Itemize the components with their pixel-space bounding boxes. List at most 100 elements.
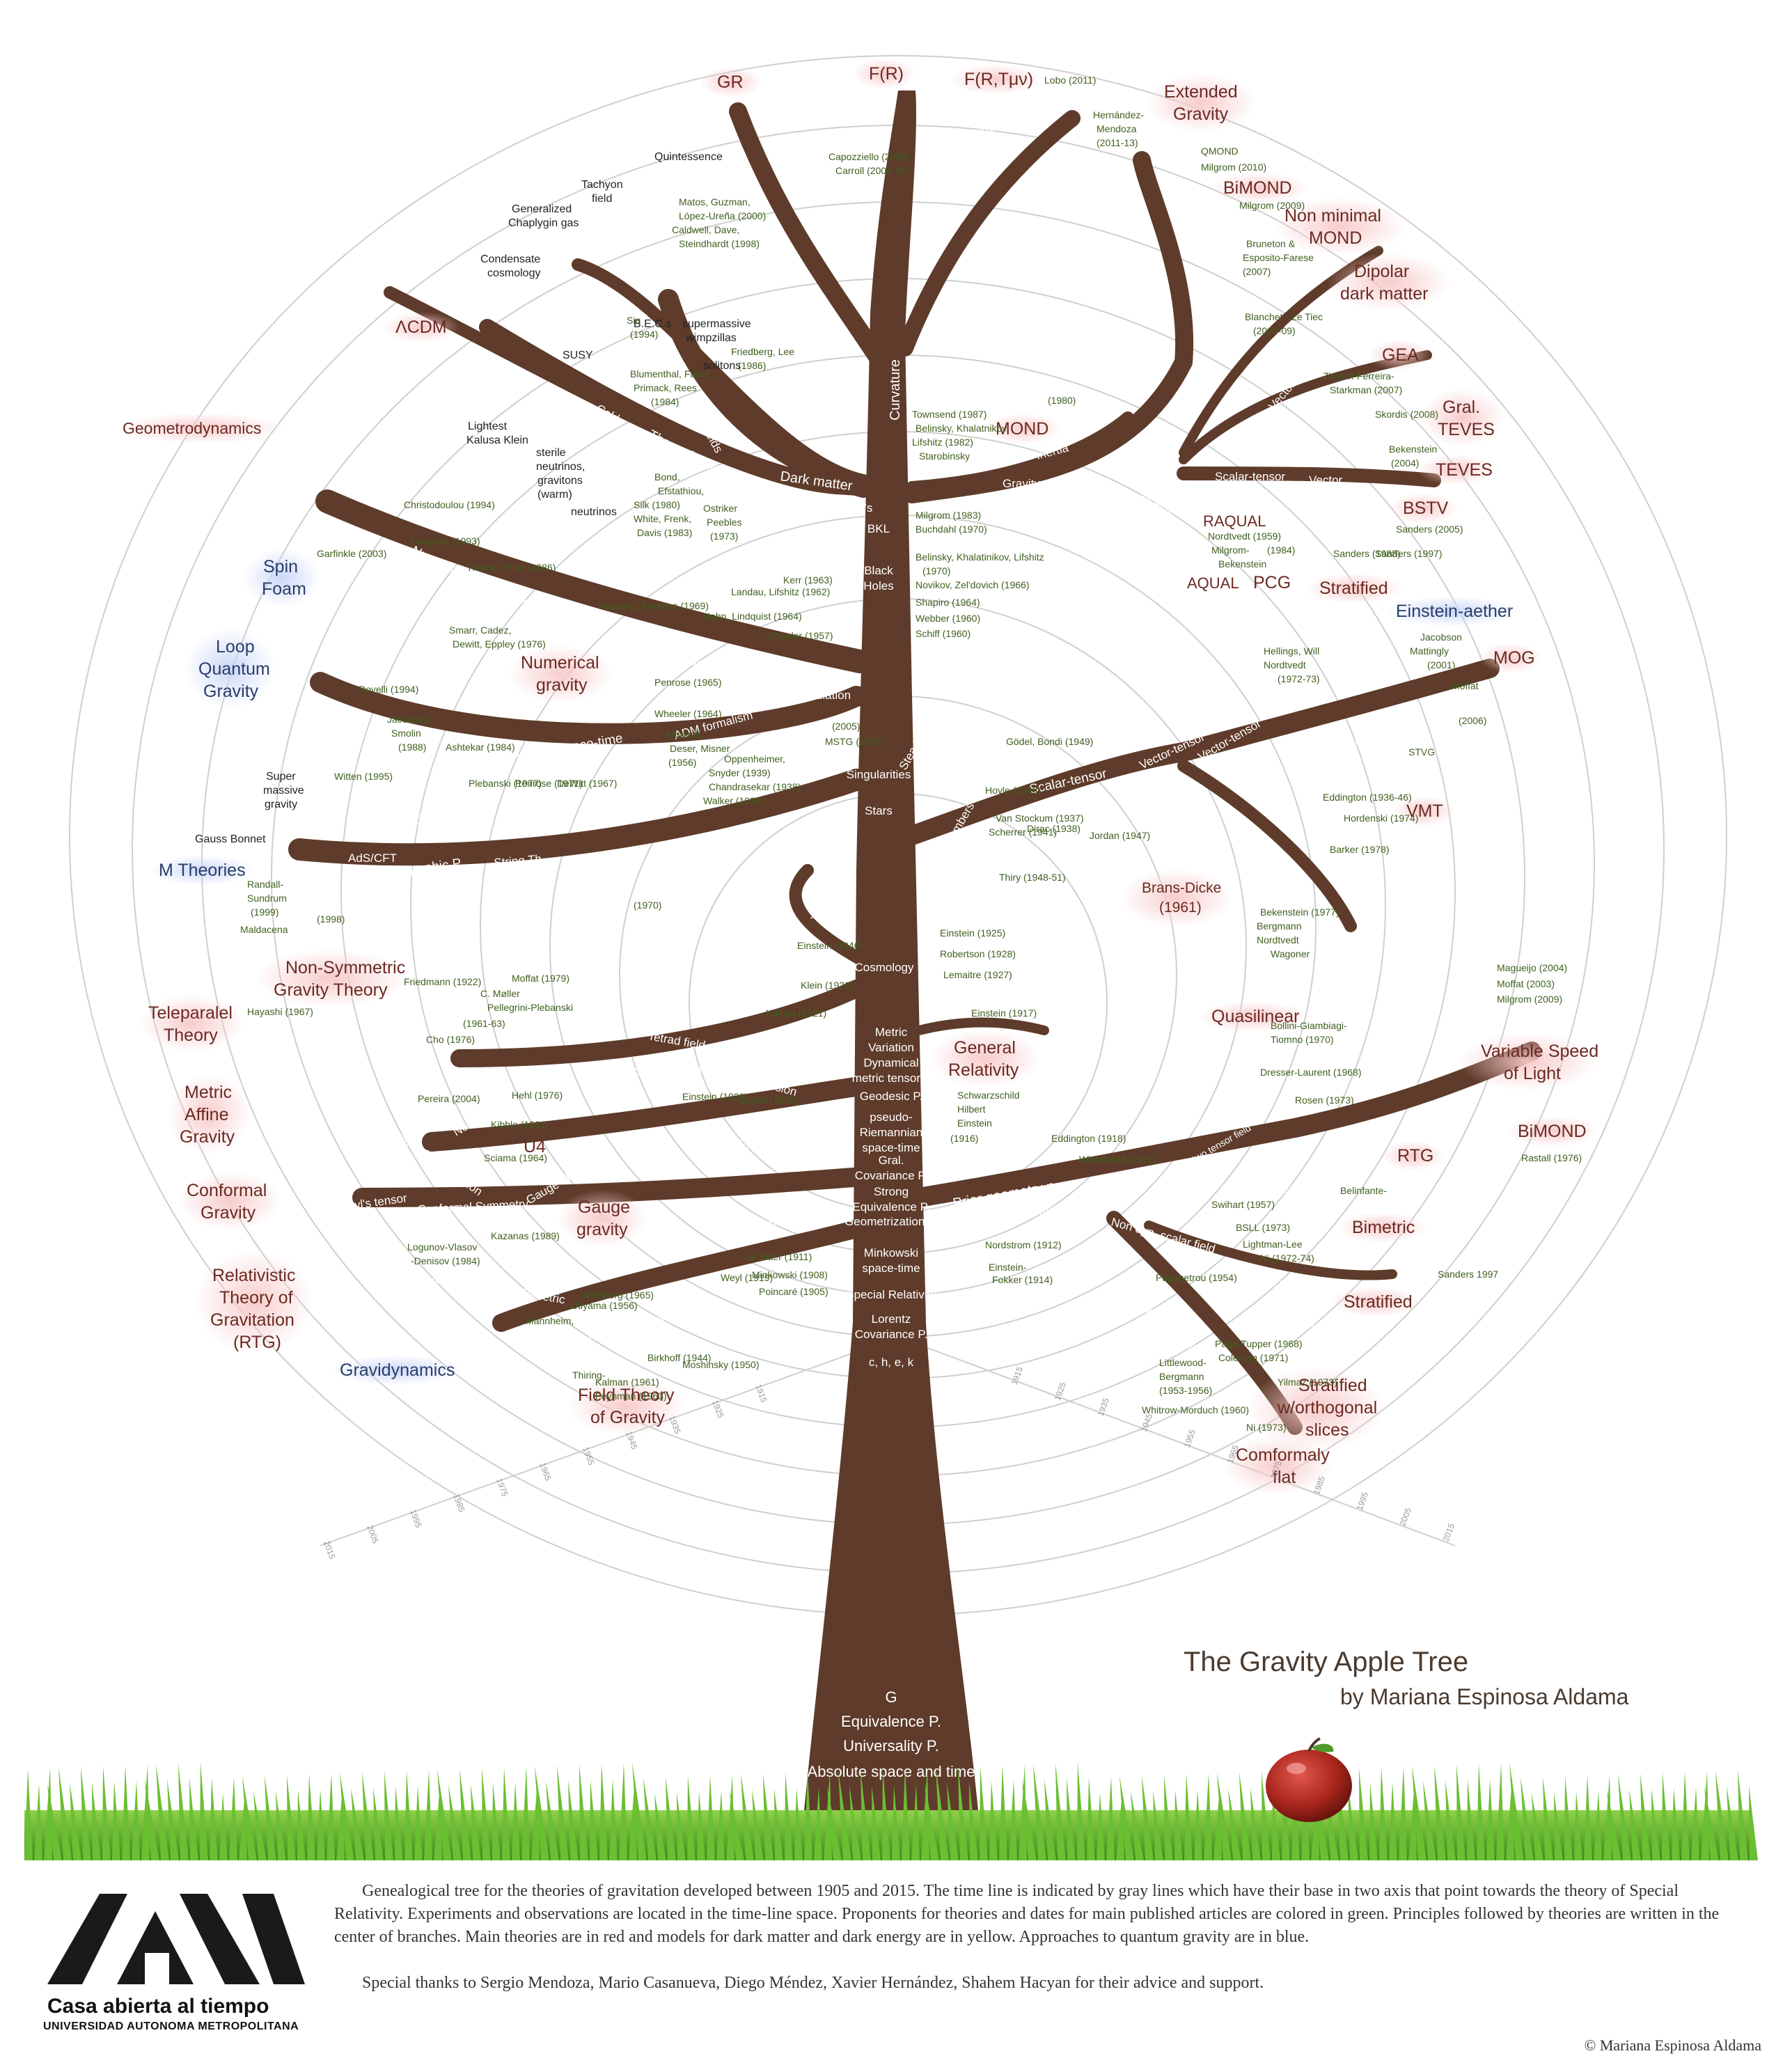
theory-label: gravity [536,675,588,695]
proponent-label: Sanders (1988) [1333,548,1401,559]
quantum-einstein-aether: Einstein-aether [1385,596,1518,627]
trunk-mid-labels: c, h, e, k Lorentz Covariance P. Special… [790,359,1013,1369]
trunk-label: Special Relativity [846,1288,936,1301]
branch-label: Mach P. [1127,794,1171,821]
theory-label: Gral. [1443,398,1480,417]
timeline-year-label: 1995 [1355,1491,1370,1512]
theory-label: Non minimal [1284,206,1381,226]
proponent-label: Choptuik (1993) [411,535,480,547]
proponent-label: Milgrom (1983) [915,510,981,521]
branch-label: vector field [1267,1314,1315,1329]
proponent-label: Belinsky, Khalatinikov, Lifshitz [915,551,1044,563]
proponent-label: (1916) [950,1133,978,1144]
proponent-label: Sanders (1997) [1375,548,1443,559]
proponent-label: Poincaré (1905) [759,1286,828,1297]
theory-label: U4 [524,1137,546,1156]
grass [24,1762,1758,1860]
proponent-label: Steindhardt (1998) [679,238,760,249]
proponent-label: Hellings, Will [1264,645,1319,657]
proponent-label: Blumenthal, Faber, [630,368,712,379]
theory-gral-teves: Gral. TEVES [1420,388,1504,447]
proponent-label: Coleman (1971) [1218,1352,1288,1363]
theory-label: Theory of [219,1288,293,1308]
theory-label: Extended [1164,82,1238,102]
trunk-label: Holes [863,579,893,592]
theory-fr: F(R) [853,58,915,89]
proponent-label: Hordenski (1974) [1344,813,1418,824]
proponent-label: Rovelli (1994) [359,684,418,695]
proponent-label: Weinberg (1965) [581,1289,654,1301]
branch-label: Gravity [1003,477,1040,490]
model-label: cosmology [487,267,540,279]
proponent-label: Blanchet - Le Tiec [1245,311,1323,322]
proponent-label: Kibble (1961) [491,1119,549,1130]
proponent-label: Ni (1972-74) [1260,1253,1314,1264]
timeline-year-label: 2015 [322,1539,337,1560]
proponent-label: Logunov-Vlasov [407,1241,477,1253]
quantum-label: M Theories [159,861,246,880]
theory-brans-dicke: Brans-Dicke (1961) [1121,869,1232,927]
proponent-label: Utiyama (1956) [571,1300,638,1311]
proponent-label: Maldacena [240,924,288,935]
theory-label: VMT [1406,801,1443,821]
proponent-label: Belinfante- [1340,1185,1387,1196]
proponent-label: Moffat (1979) [512,973,569,984]
proponent-label: (1956) [668,757,696,768]
theory-label: Stratified [1298,1376,1367,1395]
proponent-label: Starobinsky [919,450,970,462]
theory-label: flat [1273,1468,1296,1487]
theory-label: (RTG) [233,1333,281,1352]
proponent-label: Birkhoff (1944) [647,1352,712,1363]
theory-mond-center: MOND [985,414,1062,444]
apple-icon [1266,1737,1352,1822]
theory-label: Quasilinear [1211,1007,1299,1026]
proponent-label: Walker (1938) [703,795,764,806]
theory-mog: MOG [1479,643,1542,673]
model-label: Quintessence [654,151,723,163]
theory-label: w/orthogonal [1277,1398,1377,1418]
theory-label: RTG [1397,1146,1433,1166]
theory-bstv: BSTV [1389,493,1459,524]
trunk-label: Stars [865,804,893,817]
proponent-label: Wagoner [1271,948,1310,959]
branch-label: vector field [1300,1161,1349,1181]
proponent-label: Rastall (1976) [1521,1152,1582,1163]
theory-label: Conformal [187,1181,267,1200]
uam-logo-icon [47,1894,305,1984]
quantum-label: Quantum [198,659,270,679]
proponent-label: Hehl (1976) [512,1090,563,1101]
theory-frt: F(R,Tμν) [950,64,1041,95]
branch-label: Correspondence P. [353,805,466,839]
branch-label: tensor field [1270,1181,1319,1196]
proponent-label: Minkowski (1908) [752,1269,828,1280]
model-label: Condensate [480,253,540,265]
theory-label: PCG [1253,573,1291,592]
trunk-label: space-time [862,1141,920,1154]
timeline-year-label: 2005 [365,1524,380,1545]
proponent-label: Chandrasekar (1938) [709,781,801,792]
trunk-principles: G Equivalence P. Universality P. Absolut… [808,1688,975,1780]
theory-label: Affine [184,1105,228,1124]
proponent-label: Witten (1995) [334,771,393,782]
proponent-label: Friedberg, Lee [731,346,794,357]
proponent-label: Yilmaz (1973) [1278,1376,1337,1388]
proponent-label: DeWitt (1967) [557,778,617,789]
proponent-label: Bruneton & [1246,238,1296,249]
theory-label: Field Theory [578,1386,675,1405]
theory-raqual: RAQUAL [1203,512,1266,530]
theory-label: Gravity [1173,104,1229,124]
theory-label: GR [717,72,744,92]
theory-aqual: AQUAL [1187,574,1239,592]
trunk-label: G ≠ cte. [971,748,1012,762]
proponent-label: Christodoulou (1994) [404,499,495,510]
proponent-label: Thorne, Price (1986) [466,562,556,573]
theory-label: Variable Speed [1481,1042,1598,1061]
theory-lcdm: ΛCDM [383,312,459,343]
proponent-label: Milgrom- [1211,544,1250,556]
proponent-label: Robertson (1928) [940,948,1016,959]
proponent-label: Mendoza [1097,123,1137,134]
theory-label: Dipolar [1354,262,1409,281]
proponent-label: Bekenstein [1389,444,1437,455]
model-label: gravitons [537,475,583,487]
